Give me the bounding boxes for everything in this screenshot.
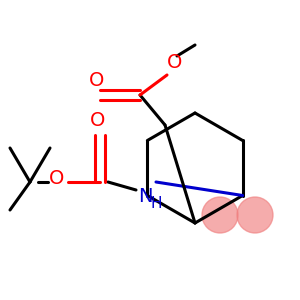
Circle shape xyxy=(237,197,273,233)
Text: O: O xyxy=(167,52,183,71)
Text: O: O xyxy=(90,110,106,130)
Circle shape xyxy=(202,197,238,233)
Text: H: H xyxy=(150,196,162,211)
Text: O: O xyxy=(89,71,105,91)
Text: O: O xyxy=(49,169,65,188)
Text: N: N xyxy=(138,187,152,206)
